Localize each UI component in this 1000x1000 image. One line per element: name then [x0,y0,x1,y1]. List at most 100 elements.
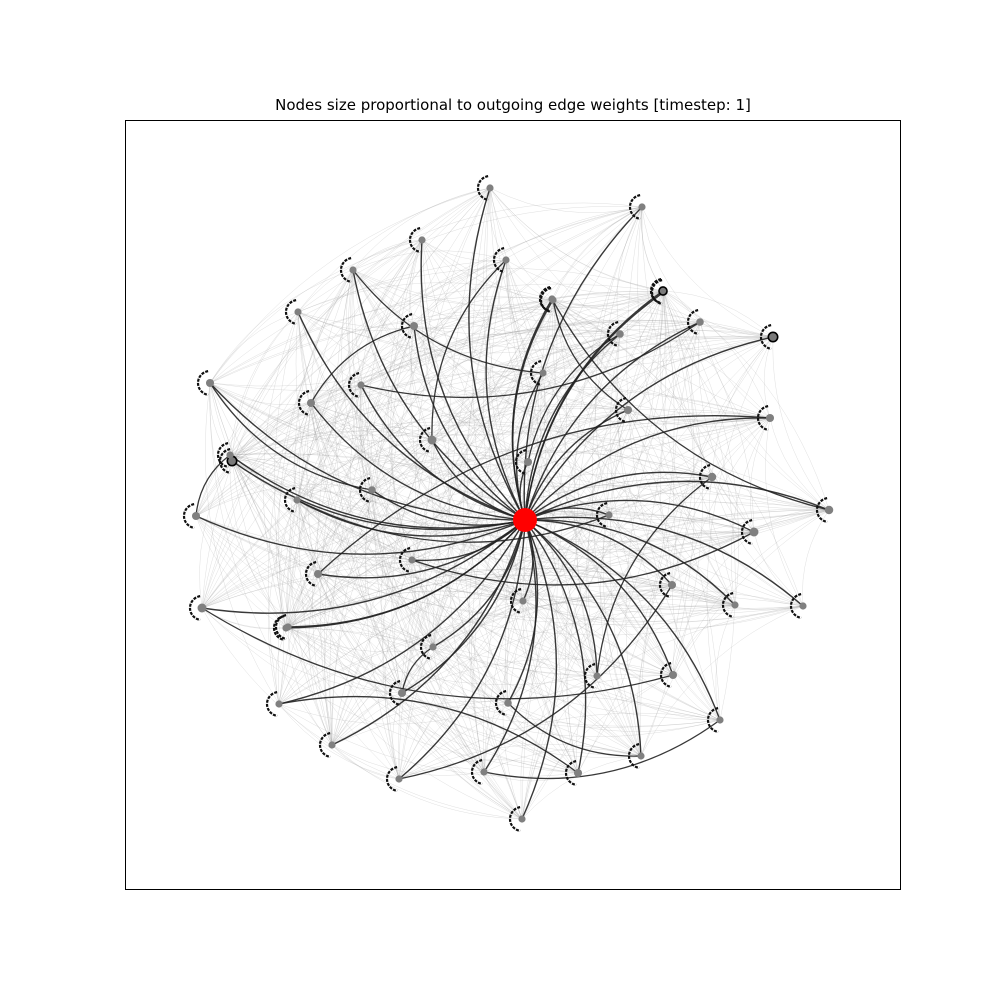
weak-edge [287,461,529,628]
weak-edge [371,408,771,491]
graph-node [284,299,302,325]
weak-edge [507,290,664,704]
node-dot [593,672,601,680]
weak-edge [502,600,524,820]
weak-edge [324,489,373,746]
weak-edge [201,461,529,609]
weak-edge [522,600,736,623]
weak-edge [401,658,674,694]
weak-edge [209,317,621,384]
weak-edge [298,269,354,746]
weak-edge [195,372,544,517]
weak-edge [229,311,299,456]
weak-edge [551,298,736,606]
graph-node [514,449,533,475]
weak-edge [352,202,643,271]
weak-edge [447,187,523,820]
weak-edge [660,321,701,586]
weak-edge [577,674,674,774]
weak-edge [209,290,664,391]
weak-edge [201,473,713,609]
strong-edge-to-hub [331,519,526,746]
weak-edge [275,626,289,705]
graph-node [756,405,775,431]
weak-edge [285,627,509,704]
strong-edge-to-hub [317,519,526,579]
weak-edge [527,461,804,607]
graph-node [583,663,601,689]
strong-edge-to-hub [310,402,526,521]
weak-edge [231,460,755,551]
weak-edge [201,384,362,609]
weak-edge [401,206,643,694]
weak-edge [608,514,721,721]
hub-node [513,508,537,532]
strong-edge [201,607,674,700]
weak-edge [231,402,312,462]
weak-edge [551,298,721,721]
graph-node [564,760,583,786]
weak-edge [432,476,713,648]
weak-edge [401,584,673,694]
weak-edge [672,531,755,676]
node-dot [548,295,556,303]
weak-edge [421,239,736,606]
weak-edge [285,239,423,629]
node-arrowheads [494,690,507,716]
node-dot [765,413,775,423]
weak-edge [310,402,579,774]
weak-edge [486,187,642,757]
weak-edge [772,336,830,511]
weak-edge [352,269,771,419]
node-arrowheads [756,405,769,431]
weak-edge [411,559,523,820]
strong-edge-to-hub [521,519,558,820]
weak-edge [360,384,629,424]
strong-edge [596,476,713,677]
graph-node [182,503,201,529]
weak-edge [278,703,400,780]
graph-node [304,561,323,587]
node-dot [616,330,624,338]
weak-edge [505,259,674,676]
weak-edge [231,187,491,462]
weak-edge [577,290,675,774]
weak-edge [374,325,415,694]
weak-edge [596,584,673,677]
weak-edge [411,291,665,561]
weak-edge [296,450,713,501]
node-arrowheads [789,593,802,619]
weak-edge [390,239,434,648]
strong-edge-to-hub [297,311,526,521]
weak-edge [229,454,598,677]
weak-edge [489,187,665,293]
weak-edge [297,311,415,331]
strong-edges-layer [195,187,830,820]
weak-edge [229,454,485,773]
strong-edge-to-hub [524,519,587,774]
weak-edge [432,646,579,774]
weak-edge [231,333,621,462]
weak-edge [360,206,643,386]
weak-edge [483,187,598,677]
graph-node [470,759,488,785]
weak-edge [382,439,433,780]
node-arrowheads [182,503,195,529]
weak-edge [209,259,507,384]
weak-edge [317,239,423,575]
graph-node [216,442,234,468]
strong-edge [401,646,434,694]
weak-edge [287,206,643,628]
weak-edge [360,384,413,561]
weak-edge [466,259,509,704]
strong-edge-to-hub [511,298,553,521]
weak-edge [410,325,509,704]
weak-edge [411,493,830,561]
weak-edge [662,290,695,586]
weak-edge [285,622,434,648]
weak-edge [371,489,673,586]
weak-edge [413,311,621,335]
weak-edge [671,584,721,721]
weak-edge [310,402,629,436]
weak-edge [431,439,736,606]
